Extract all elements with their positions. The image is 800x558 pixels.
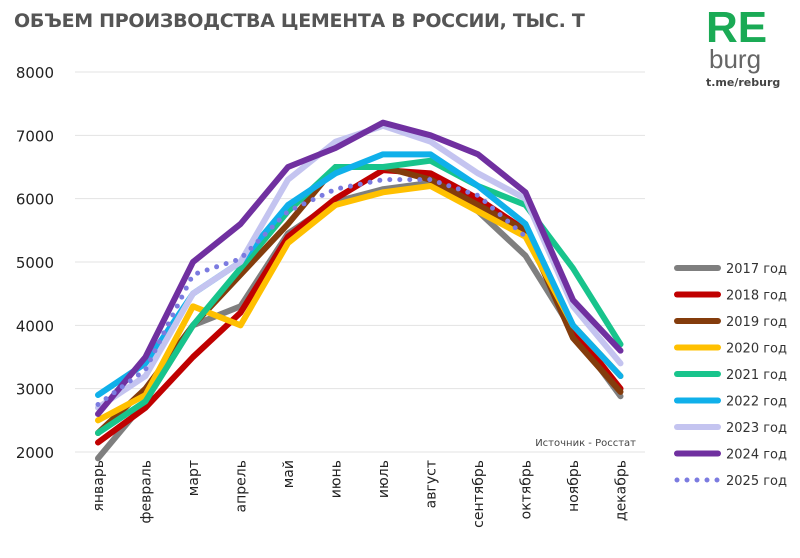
logo-burg: burg (709, 44, 762, 74)
y-tick-label: 6000 (16, 191, 54, 209)
legend-label: 2019 год (726, 315, 787, 330)
source-note: Источник - Росстат (535, 438, 636, 449)
legend-label: 2020 год (726, 342, 787, 357)
series-line-2024-год (95, 119, 624, 417)
x-tick-label: июль (376, 460, 392, 498)
y-tick-label: 4000 (16, 317, 54, 335)
x-tick-label: ноябрь (566, 460, 582, 512)
x-tick-label: март (186, 460, 202, 496)
legend-label: 2021 год (726, 368, 787, 383)
x-tick-label: май (281, 460, 297, 488)
chart-title: ОБЪЕМ ПРОИЗВОДСТВА ЦЕМЕНТА В РОССИИ, ТЫС… (14, 10, 585, 32)
y-tick-label: 2000 (16, 444, 54, 462)
logo-re: RE (706, 3, 768, 52)
legend-label: 2018 год (726, 289, 787, 304)
x-tick-label: сентябрь (471, 460, 487, 528)
x-tick-label: июнь (329, 460, 345, 498)
series-line-2025-год (95, 177, 528, 407)
legend-label: 2017 год (726, 262, 787, 277)
legend-label: 2024 год (726, 448, 787, 463)
legend-label: 2025 год (726, 474, 787, 489)
legend-label: 2022 год (726, 395, 787, 410)
x-tick-label: февраль (139, 460, 155, 524)
legend-label: 2023 год (726, 421, 787, 436)
y-tick-label: 3000 (16, 381, 54, 399)
logo-link[interactable]: t.me/reburg (706, 76, 781, 89)
y-tick-label: 5000 (16, 254, 54, 272)
y-tick-label: 8000 (16, 64, 54, 82)
x-tick-label: апрель (234, 460, 250, 512)
series-line-2020-год (95, 183, 624, 424)
reburg-logo: RE burg t.me/reburg (706, 3, 786, 90)
y-tick-label: 7000 (16, 127, 54, 145)
x-tick-label: октябрь (519, 460, 535, 519)
x-tick-label: декабрь (614, 460, 630, 521)
x-tick-label: август (424, 460, 440, 508)
x-tick-label: январь (91, 460, 107, 512)
